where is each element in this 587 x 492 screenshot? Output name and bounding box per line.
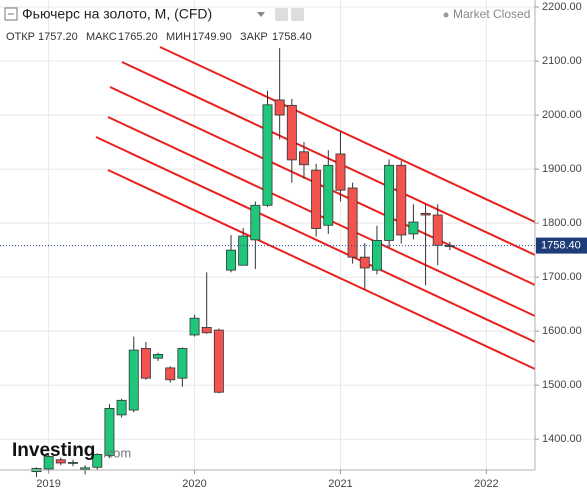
eye-icon[interactable] (275, 8, 288, 21)
status-dot (443, 12, 449, 18)
candle-body (286, 104, 297, 161)
ohlc-label: ОТКР (6, 31, 35, 43)
candle-body (347, 187, 358, 258)
candle-body (177, 348, 188, 379)
candle-body (140, 348, 151, 379)
settings-icon[interactable] (291, 8, 304, 21)
ohlc-label: МИН (166, 31, 191, 43)
candle-body (311, 169, 322, 229)
y-tick-label: 2200.00 (542, 1, 582, 13)
last-price-label: 1758.40 (541, 239, 581, 251)
candle-body (43, 456, 54, 470)
x-tick-label: 2020 (182, 478, 206, 490)
candle-body (335, 153, 346, 191)
grid (0, 0, 535, 470)
candle-body (116, 399, 127, 416)
y-tick-label: 2000.00 (542, 109, 582, 121)
candle-body (408, 221, 419, 235)
logo-name: Investing (12, 440, 95, 461)
channel-line (159, 46, 536, 223)
candle-body (384, 164, 395, 241)
candle-body (67, 462, 78, 464)
market-status: Market Closed (453, 7, 530, 21)
candles (31, 48, 455, 478)
candle-body (153, 353, 164, 359)
x-tick-label: 2022 (474, 478, 498, 490)
candle-body (226, 249, 236, 271)
y-tick-label: 1700.00 (542, 271, 582, 283)
candle-body (92, 453, 103, 468)
candle-body (262, 104, 273, 206)
candle-body (128, 349, 139, 411)
candle-body (250, 204, 261, 241)
channel-line (107, 116, 536, 317)
candle-body (323, 164, 334, 226)
y-tick-label: 1500.00 (542, 379, 582, 391)
candle-body (420, 212, 431, 216)
x-tick-label: 2019 (36, 478, 60, 490)
candle-body (432, 214, 443, 246)
candle-body (201, 326, 212, 334)
candle-body (55, 459, 66, 464)
candle-body (299, 151, 309, 166)
logo-suffix: .com (103, 445, 131, 460)
candle-body (189, 317, 200, 336)
candle-body (80, 467, 91, 470)
ohlc-value: 1749.90 (192, 31, 232, 43)
ohlc-value: 1765.20 (118, 31, 158, 43)
candle-body (213, 329, 224, 393)
candle-body (359, 256, 370, 269)
channel-line (109, 86, 536, 286)
candle-body (165, 367, 176, 381)
last-price-box (536, 237, 587, 254)
y-tick-label: 2100.00 (542, 55, 582, 67)
candle-body (396, 164, 407, 236)
x-tick-label: 2021 (328, 478, 352, 490)
candle-body (238, 235, 249, 266)
channel-line (107, 169, 536, 370)
y-tick-label: 1400.00 (542, 433, 582, 445)
ohlc-value: 1757.20 (38, 31, 78, 43)
candle-body (274, 99, 285, 116)
channel-line (95, 136, 536, 343)
ohlc-label: ЗАКР (240, 31, 268, 43)
candle-body (104, 408, 115, 456)
ohlc-label: МАКС (86, 31, 117, 43)
y-tick-label: 1600.00 (542, 325, 582, 337)
dropdown-arrow[interactable] (257, 12, 265, 17)
y-tick-label: 1900.00 (542, 163, 582, 175)
y-tick-label: 1800.00 (542, 217, 582, 229)
ohlc-value: 1758.40 (272, 31, 312, 43)
candle-body (444, 245, 455, 247)
candle-body (371, 240, 382, 271)
chart-title: Фьючерс на золото, M, (CFD) (22, 6, 212, 22)
